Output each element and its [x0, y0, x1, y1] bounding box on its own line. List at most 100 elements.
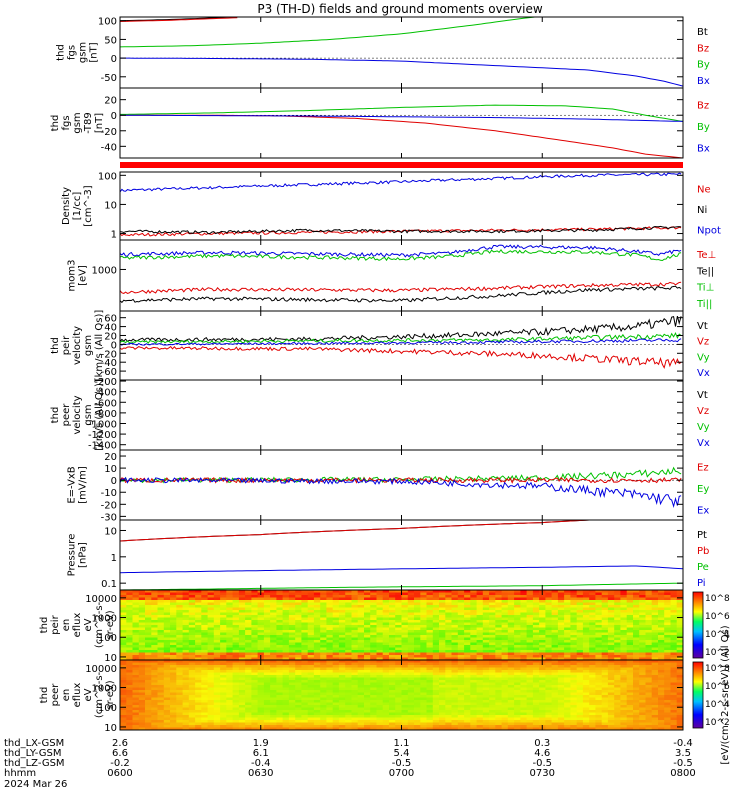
legend-Te||: Te||	[696, 266, 714, 277]
y-axis-label: eV	[83, 688, 94, 701]
y-axis-label: Pressure	[67, 534, 78, 577]
colorbar	[692, 591, 704, 659]
y-tick-label: -1200	[88, 430, 117, 441]
panel-8: 10^2 10^4 10^6 10^8 10 100 1000 10000 thd peir en e…	[39, 589, 730, 664]
y-axis-label: thd	[39, 617, 50, 634]
panel-frame	[119, 379, 684, 451]
y-tick-label: 60	[104, 314, 117, 325]
y-tick-label: 40	[104, 323, 117, 334]
y-axis-label: (cm^2-s-	[94, 671, 105, 718]
panel-2: Ne Ni Npot 1 10 100 Density [1/cc] [cm^-3]	[61, 171, 721, 240]
series-group	[120, 104, 683, 158]
series-Vx-line	[120, 338, 682, 346]
colorbar-tick-label: 10^6	[705, 612, 730, 622]
colorbar-tick-label: 10^2	[705, 648, 730, 658]
y-axis-label: velocity	[72, 395, 83, 434]
spectrogram	[120, 590, 683, 660]
x-axis-value: 0700	[389, 768, 414, 779]
panel-9: 10^2 10^4 10^6 10^8 10 100 1000 10000 thd peer en e…	[39, 659, 730, 734]
y-axis-label: [cm^-3]	[83, 185, 94, 226]
y-tick-label: 1	[111, 230, 117, 241]
series-Pi-line	[120, 565, 683, 574]
y-axis-label: fgs	[61, 115, 72, 130]
y-tick-label: 1000	[92, 684, 117, 695]
y-tick-label: -400	[94, 388, 117, 399]
legend-Vt: Vt	[697, 321, 708, 332]
y-axis-label: [km/s (All Qs)]	[94, 310, 105, 382]
x-axis-value: 0800	[670, 768, 695, 779]
series-Ex-line	[120, 477, 682, 509]
legend-Ti⊥: Ti⊥	[696, 283, 714, 294]
colorbar-tick-label: 10^6	[705, 682, 730, 692]
y-axis-label: eflux	[72, 683, 83, 708]
y-axis-label: peir	[61, 335, 72, 355]
y-tick-label: 1000	[92, 614, 117, 625]
y-axis-label: en	[61, 619, 72, 632]
legend-Bx: Bx	[697, 76, 710, 87]
y-tick-label: 20	[104, 331, 117, 342]
x-axis-value: 2.6	[112, 738, 128, 749]
legend-Bx: Bx	[697, 143, 710, 154]
y-tick-label: 10000	[85, 664, 117, 675]
y-axis-label: gsm	[72, 112, 83, 133]
time-axis: [eV/(cm^2-s-sr-eV)] (All Qs) thd_LX-GSM 2.…	[4, 625, 731, 790]
colorbar-tick-label: 10^4	[705, 630, 730, 640]
y-axis-label: [1/cc]	[72, 192, 83, 221]
y-tick-label: 10	[104, 723, 117, 734]
y-axis-label: eflux	[72, 613, 83, 638]
series-group	[120, 172, 682, 237]
series-Npot-line	[120, 172, 682, 193]
y-tick-label: 0	[111, 476, 117, 487]
y-axis-label: [km/s (All Qs)]	[94, 379, 105, 451]
panel-frame	[119, 519, 684, 591]
y-tick-label: 1000	[92, 265, 117, 276]
legend-Vx: Vx	[697, 438, 710, 449]
y-axis-label: E=-VxB	[67, 466, 78, 503]
legend-Vy: Vy	[697, 352, 710, 363]
x-axis-value: -0.5	[392, 758, 412, 769]
y-tick-label: 10	[104, 464, 117, 475]
legend-By: By	[697, 122, 710, 133]
y-axis-label: Density	[61, 187, 72, 225]
series-Ez-line	[120, 476, 682, 484]
y-tick-label: 10	[104, 526, 117, 537]
colorbar-tick-label: 10^2	[705, 718, 730, 728]
y-axis-label: -T89	[83, 112, 94, 134]
series-Vt-line	[120, 315, 682, 342]
y-axis-label: peir	[50, 614, 61, 634]
x-axis-value: -0.2	[110, 758, 130, 769]
legend-Bz: Bz	[697, 101, 709, 112]
y-tick-label: 100	[98, 633, 117, 644]
legend-Vt: Vt	[697, 390, 708, 401]
series-By-line	[120, 17, 539, 48]
legend-Ti||: Ti||	[696, 299, 712, 310]
y-tick-label: 0	[111, 340, 117, 351]
x-axis-value: 6.1	[253, 748, 269, 759]
colorbar-units-label: [eV/(cm^2-s-sr-eV)] (All Qs)	[720, 625, 731, 764]
x-axis-value: 1.1	[394, 738, 410, 749]
x-axis-row-label: thd_LZ-GSM	[4, 758, 65, 769]
panel-frame	[119, 310, 684, 381]
y-tick-label: 10	[104, 200, 117, 211]
y-tick-label: -10	[101, 488, 117, 499]
y-tick-label: -800	[94, 409, 117, 420]
x-axis-value: 0.3	[534, 738, 550, 749]
colorbar-tick-label: 10^4	[705, 700, 730, 710]
y-tick-label: 20	[104, 96, 117, 107]
y-axis-label: sr-eV)	[105, 610, 116, 639]
y-tick-label: -1000	[88, 419, 117, 430]
panel-1: Bz By Bx -40 -20 0 20 thd fgs gsm -T89 [nT]	[50, 87, 710, 159]
y-tick-label: 100	[98, 703, 117, 714]
x-axis-value: 0630	[248, 768, 273, 779]
x-axis-value: 5.4	[394, 748, 410, 759]
series-Ti⊥-line	[120, 244, 682, 258]
series-Bx-line	[120, 114, 683, 122]
series-group	[120, 315, 682, 370]
colorbar	[692, 661, 704, 729]
series-Ti||-line	[120, 248, 682, 262]
y-axis-label: [nPa]	[78, 542, 89, 568]
y-axis-label: gsm	[78, 42, 89, 63]
y-axis-label: thd	[39, 687, 50, 704]
fgs-quality-bar	[120, 162, 683, 168]
